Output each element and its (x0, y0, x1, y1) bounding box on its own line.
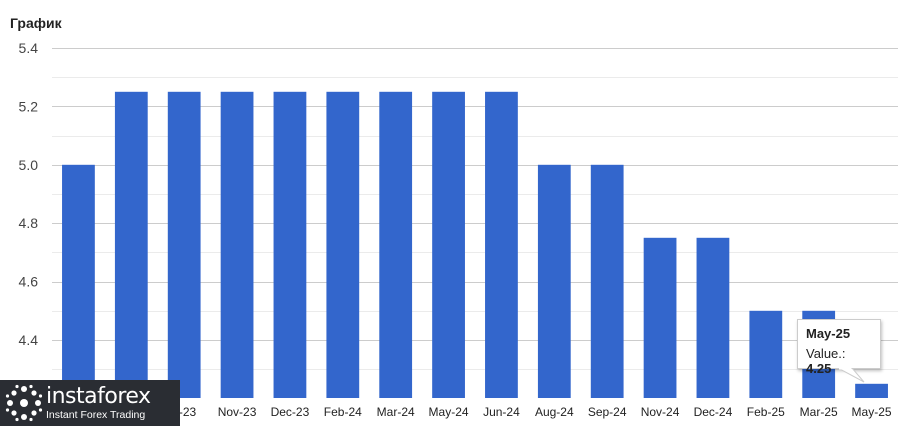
value-tooltip: May-25 Value.: 4.25 (797, 319, 881, 376)
x-tick-label: Mar-24 (377, 405, 415, 419)
tooltip-title: May-25 (806, 326, 851, 341)
bar-mar-24 (379, 91, 413, 399)
x-tick-label: Jun-24 (483, 405, 520, 419)
bar-may-24 (432, 91, 465, 399)
bar-jun-24 (485, 91, 518, 399)
tooltip-value: 4.25 (806, 361, 832, 376)
instaforex-watermark: instaforex Instant Forex Trading (0, 380, 180, 426)
bar-aug-24 (537, 164, 571, 398)
bar-sep-23 (167, 91, 201, 399)
bar-dec-23 (273, 91, 307, 399)
y-axis-ticks: 5.4 5.2 5.0 4.8 4.6 4.4 (19, 40, 39, 348)
bar-feb-24 (326, 91, 360, 399)
y-tick-label: 4.4 (19, 332, 39, 348)
tooltip-value-label: Value.: (806, 346, 846, 361)
tooltip-value-row: Value.: 4.25 (806, 346, 872, 376)
x-tick-label: Nov-24 (641, 405, 680, 419)
watermark-brand: instaforex (46, 383, 151, 409)
x-tick-label: Dec-23 (271, 405, 310, 419)
bar-nov-23 (220, 91, 254, 399)
bar-sep-24 (590, 164, 624, 398)
y-tick-label: 5.4 (19, 40, 39, 56)
x-tick-label: Nov-23 (218, 405, 257, 419)
y-tick-label: 4.6 (19, 274, 39, 290)
bar-dec-24 (696, 237, 730, 398)
x-tick-label: Feb-24 (324, 405, 362, 419)
chart-title: График (10, 15, 62, 31)
y-tick-label: 5.0 (19, 157, 39, 173)
x-tick-label: May-24 (429, 405, 469, 419)
bar-aug-23 (114, 91, 148, 399)
bar-nov-24 (643, 237, 677, 398)
bars (62, 91, 888, 399)
x-tick-label: Feb-25 (747, 405, 785, 419)
y-tick-label: 5.2 (19, 98, 39, 114)
bar-may-25 (855, 383, 888, 398)
x-tick-label: Mar-25 (800, 405, 838, 419)
bar-feb-25 (749, 310, 783, 398)
bar-jul-23 (62, 164, 95, 398)
x-tick-label: Aug-24 (535, 405, 574, 419)
tooltip-pointer (838, 368, 865, 383)
y-tick-label: 4.8 (19, 215, 39, 231)
x-tick-label: Sep-24 (588, 405, 627, 419)
x-tick-label: Dec-24 (694, 405, 733, 419)
instaforex-logo-icon (5, 384, 43, 422)
watermark-text: instaforex Instant Forex Trading (46, 383, 151, 421)
x-tick-label: May-25 (852, 405, 892, 419)
watermark-tagline: Instant Forex Trading (46, 408, 146, 421)
x-axis-ticks: p-23 Nov-23 Dec-23 Feb-24 Mar-24 May-24 Jun-24… (172, 405, 892, 419)
